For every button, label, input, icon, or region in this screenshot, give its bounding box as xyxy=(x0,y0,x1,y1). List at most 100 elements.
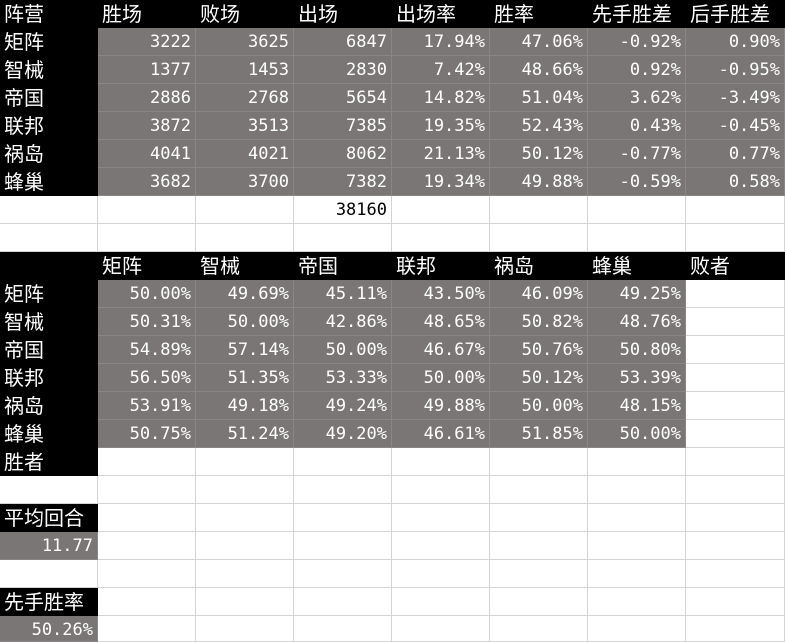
matrix-value-cell[interactable]: 53.91% xyxy=(98,392,196,420)
empty-cell[interactable] xyxy=(392,532,490,560)
empty-cell[interactable] xyxy=(686,420,785,448)
empty-cell[interactable] xyxy=(686,616,785,642)
empty-cell[interactable] xyxy=(588,196,686,224)
empty-cell[interactable] xyxy=(588,532,686,560)
matrix-value-cell[interactable]: 46.09% xyxy=(490,280,588,308)
empty-cell[interactable] xyxy=(686,336,785,364)
data-cell[interactable]: 1453 xyxy=(196,56,294,84)
data-cell[interactable]: 4021 xyxy=(196,140,294,168)
empty-cell[interactable] xyxy=(686,560,785,588)
matrix-value-cell[interactable]: 49.25% xyxy=(588,280,686,308)
empty-cell[interactable] xyxy=(686,280,785,308)
data-cell[interactable]: 6847 xyxy=(294,28,392,56)
empty-cell[interactable] xyxy=(196,616,294,642)
row-label-cell[interactable]: 矩阵 xyxy=(0,28,98,56)
empty-cell[interactable] xyxy=(196,196,294,224)
empty-cell[interactable] xyxy=(490,448,588,476)
empty-cell[interactable] xyxy=(490,588,588,616)
header-cell[interactable]: 后手胜差 xyxy=(686,0,785,28)
empty-cell[interactable] xyxy=(98,224,196,252)
matrix-col-header[interactable]: 败者 xyxy=(686,252,785,280)
empty-cell[interactable] xyxy=(392,196,490,224)
header-cell[interactable]: 出场率 xyxy=(392,0,490,28)
matrix-col-header[interactable]: 帝国 xyxy=(294,252,392,280)
data-cell[interactable]: 48.66% xyxy=(490,56,588,84)
avg-rounds-label[interactable]: 平均回合 xyxy=(0,504,98,532)
total-cell[interactable]: 38160 xyxy=(294,196,392,224)
empty-cell[interactable] xyxy=(686,448,785,476)
empty-cell[interactable] xyxy=(0,196,98,224)
matrix-row-header[interactable]: 矩阵 xyxy=(0,280,98,308)
matrix-value-cell[interactable]: 51.24% xyxy=(196,420,294,448)
matrix-value-cell[interactable]: 50.00% xyxy=(196,308,294,336)
empty-cell[interactable] xyxy=(294,588,392,616)
data-cell[interactable]: 49.88% xyxy=(490,168,588,196)
data-cell[interactable]: 21.13% xyxy=(392,140,490,168)
matrix-value-cell[interactable]: 49.18% xyxy=(196,392,294,420)
data-cell[interactable]: 0.43% xyxy=(588,112,686,140)
data-cell[interactable]: 3700 xyxy=(196,168,294,196)
empty-cell[interactable] xyxy=(0,224,98,252)
empty-cell[interactable] xyxy=(588,588,686,616)
matrix-value-cell[interactable]: 50.00% xyxy=(98,280,196,308)
data-cell[interactable]: -0.45% xyxy=(686,112,785,140)
matrix-value-cell[interactable]: 50.00% xyxy=(588,420,686,448)
empty-cell[interactable] xyxy=(490,532,588,560)
matrix-value-cell[interactable]: 49.69% xyxy=(196,280,294,308)
empty-cell[interactable] xyxy=(588,448,686,476)
data-cell[interactable]: 1377 xyxy=(98,56,196,84)
row-label-cell[interactable]: 联邦 xyxy=(0,112,98,140)
matrix-value-cell[interactable]: 57.14% xyxy=(196,336,294,364)
data-cell[interactable]: 0.90% xyxy=(686,28,785,56)
empty-cell[interactable] xyxy=(98,560,196,588)
data-cell[interactable]: -0.92% xyxy=(588,28,686,56)
empty-cell[interactable] xyxy=(686,196,785,224)
data-cell[interactable]: 3625 xyxy=(196,28,294,56)
empty-cell[interactable] xyxy=(0,560,98,588)
header-cell[interactable]: 胜场 xyxy=(98,0,196,28)
data-cell[interactable]: -3.49% xyxy=(686,84,785,112)
data-cell[interactable]: 50.12% xyxy=(490,140,588,168)
empty-cell[interactable] xyxy=(196,448,294,476)
empty-cell[interactable] xyxy=(196,560,294,588)
empty-cell[interactable] xyxy=(686,476,785,504)
matrix-value-cell[interactable]: 50.80% xyxy=(588,336,686,364)
empty-cell[interactable] xyxy=(294,532,392,560)
empty-cell[interactable] xyxy=(686,224,785,252)
matrix-value-cell[interactable]: 48.65% xyxy=(392,308,490,336)
empty-cell[interactable] xyxy=(98,196,196,224)
matrix-value-cell[interactable]: 50.76% xyxy=(490,336,588,364)
empty-cell[interactable] xyxy=(392,560,490,588)
matrix-row-header[interactable]: 胜者 xyxy=(0,448,98,476)
empty-cell[interactable] xyxy=(392,224,490,252)
header-cell[interactable]: 出场 xyxy=(294,0,392,28)
data-cell[interactable]: 3.62% xyxy=(588,84,686,112)
empty-cell[interactable] xyxy=(294,224,392,252)
empty-cell[interactable] xyxy=(98,476,196,504)
empty-cell[interactable] xyxy=(686,364,785,392)
empty-cell[interactable] xyxy=(98,448,196,476)
matrix-value-cell[interactable]: 53.39% xyxy=(588,364,686,392)
matrix-row-header[interactable]: 联邦 xyxy=(0,364,98,392)
matrix-value-cell[interactable]: 49.88% xyxy=(392,392,490,420)
first-win-label[interactable]: 先手胜率 xyxy=(0,588,98,616)
data-cell[interactable]: 3222 xyxy=(98,28,196,56)
matrix-col-header[interactable]: 智械 xyxy=(196,252,294,280)
matrix-value-cell[interactable]: 50.12% xyxy=(490,364,588,392)
empty-cell[interactable] xyxy=(686,392,785,420)
matrix-value-cell[interactable]: 49.20% xyxy=(294,420,392,448)
matrix-value-cell[interactable]: 56.50% xyxy=(98,364,196,392)
empty-cell[interactable] xyxy=(294,504,392,532)
matrix-row-header[interactable]: 祸岛 xyxy=(0,392,98,420)
data-cell[interactable]: 8062 xyxy=(294,140,392,168)
data-cell[interactable]: 2768 xyxy=(196,84,294,112)
matrix-value-cell[interactable]: 50.00% xyxy=(294,336,392,364)
empty-cell[interactable] xyxy=(490,560,588,588)
empty-cell[interactable] xyxy=(588,224,686,252)
row-label-cell[interactable]: 祸岛 xyxy=(0,140,98,168)
matrix-value-cell[interactable]: 49.24% xyxy=(294,392,392,420)
empty-cell[interactable] xyxy=(686,308,785,336)
data-cell[interactable]: 19.34% xyxy=(392,168,490,196)
data-cell[interactable]: -0.77% xyxy=(588,140,686,168)
matrix-value-cell[interactable]: 46.61% xyxy=(392,420,490,448)
